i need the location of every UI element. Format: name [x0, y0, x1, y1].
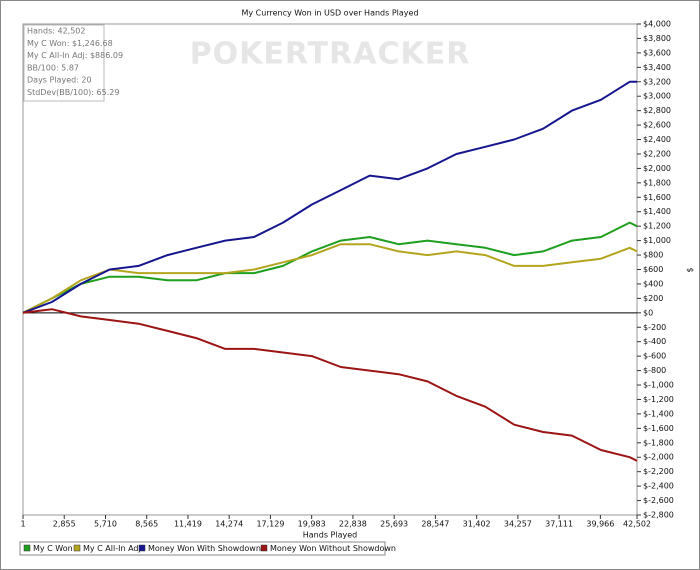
x-tick-label: 2,855 — [53, 520, 76, 529]
stats-line: My C All-In Adj: $886.09 — [27, 51, 123, 60]
x-tick-label: 22,838 — [339, 520, 367, 529]
y-tick-label: $2,000 — [643, 164, 671, 173]
series-line — [22, 80, 637, 314]
x-tick-label: 8,565 — [135, 520, 158, 529]
y-tick-label: $-600 — [643, 352, 666, 361]
stats-line: Hands: 42,502 — [27, 27, 85, 36]
y-tick-label: $1,600 — [643, 193, 671, 202]
y-tick-label: $2,400 — [643, 135, 671, 144]
y-tick-label: $-1,000 — [643, 381, 674, 390]
y-tick-label: $3,000 — [643, 92, 671, 101]
y-tick-label: $-2,400 — [643, 482, 674, 491]
y-tick-label: $600 — [643, 265, 663, 274]
y-tick-label: $3,800 — [643, 34, 671, 43]
series-line — [22, 308, 638, 462]
y-tick-label: $2,800 — [643, 106, 671, 115]
y-tick-label: $-1,600 — [643, 424, 674, 433]
y-tick-label: $1,000 — [643, 236, 671, 245]
y-tick-label: $3,600 — [643, 48, 671, 57]
x-tick-label: 1 — [20, 520, 25, 529]
y-tick-label: $-2,200 — [643, 467, 674, 476]
watermark: POKERTRACKER — [190, 37, 471, 72]
y-tick-label: $-200 — [643, 323, 666, 332]
y-tick-label: $3,400 — [643, 63, 671, 72]
y-tick-label: $-1,400 — [643, 409, 674, 418]
stats-line: Days Played: 20 — [27, 76, 92, 85]
stats-line: StdDev(BB/100): 65.29 — [27, 88, 119, 97]
legend — [19, 541, 386, 556]
chart-title: My Currency Won in USD over Hands Played — [241, 9, 418, 18]
y-tick-label: $-800 — [643, 366, 666, 375]
x-axis-label: Hands Played — [303, 531, 357, 540]
x-tick-label: 5,710 — [94, 520, 117, 529]
series-line — [22, 221, 638, 314]
y-tick-label: $2,600 — [643, 121, 671, 130]
stats-line: BB/100: 5.87 — [27, 63, 79, 72]
y-tick-label: $1,800 — [643, 178, 671, 187]
y-tick-label: $400 — [643, 279, 663, 288]
y-tick-label: $200 — [643, 294, 663, 303]
x-tick-label: 25,693 — [380, 520, 408, 529]
y-tick-label: $0 — [643, 308, 653, 317]
y-axis-label: $ — [686, 267, 695, 272]
y-tick-label: $3,200 — [643, 77, 671, 86]
legend-label: My C Won — [33, 544, 73, 553]
y-tick-label: $-1,800 — [643, 438, 674, 447]
x-tick-label: 39,966 — [586, 520, 614, 529]
y-tick-label: $2,200 — [643, 149, 671, 158]
legend-label: Money Won With Showdown — [148, 544, 261, 553]
y-tick-label: $4,000 — [643, 20, 671, 29]
legend-swatch — [73, 544, 81, 552]
stats-line: My C Won: $1,246.68 — [27, 39, 113, 48]
y-tick-label: $-1,200 — [643, 395, 674, 404]
x-tick-label: 14,274 — [215, 520, 243, 529]
legend-label: My C All-In Adj — [83, 544, 141, 553]
y-tick-label: $-2,000 — [643, 453, 674, 462]
legend-swatch — [260, 544, 268, 552]
x-tick-label: 37,111 — [545, 520, 573, 529]
stats-box — [23, 24, 105, 102]
x-tick-label: 17,129 — [256, 520, 284, 529]
legend-label: Money Won Without Showdown — [270, 544, 396, 553]
legend-swatch — [23, 544, 31, 552]
y-tick-label: $-400 — [643, 337, 666, 346]
y-tick-label: $1,200 — [643, 222, 671, 231]
series-line — [22, 243, 638, 314]
x-tick-label: 31,402 — [463, 520, 491, 529]
legend-swatch — [138, 544, 146, 552]
x-tick-label: 34,257 — [504, 520, 532, 529]
x-tick-label: 28,547 — [421, 520, 449, 529]
y-tick-label: $-2,800 — [643, 511, 674, 520]
y-tick-label: $1,400 — [643, 207, 671, 216]
x-tick-label: 42,502 — [623, 520, 651, 529]
y-tick-label: $800 — [643, 251, 663, 260]
x-tick-label: 11,419 — [174, 520, 202, 529]
x-tick-label: 19,983 — [298, 520, 326, 529]
y-tick-label: $-2,600 — [643, 496, 674, 505]
